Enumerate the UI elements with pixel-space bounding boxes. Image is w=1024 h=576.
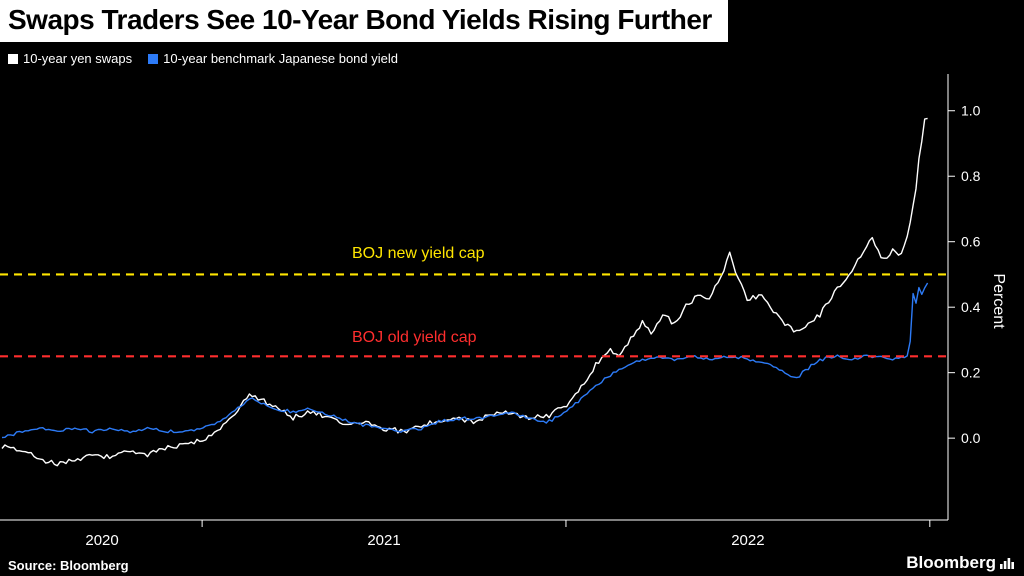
y-tick-label: 0.4 — [961, 299, 981, 315]
bloomberg-logo-icon — [1000, 558, 1014, 569]
jgb-legend-swatch — [148, 53, 159, 64]
legend: 10-year yen swaps 10-year benchmark Japa… — [8, 51, 398, 66]
y-axis-title: Percent — [990, 273, 1007, 329]
swaps-legend-label: 10-year yen swaps — [23, 51, 133, 66]
x-tick-label: 2022 — [731, 532, 764, 549]
y-tick-label: 0.6 — [961, 234, 981, 250]
y-tick-label: 1.0 — [961, 103, 981, 119]
boj-new-yield-cap-label: BOJ new yield cap — [352, 245, 485, 262]
source-credit: Source: Bloomberg — [8, 558, 129, 573]
legend-item-jgb: 10-year benchmark Japanese bond yield — [148, 51, 398, 66]
y-tick-label: 0.8 — [961, 168, 981, 184]
bloomberg-logo-text: Bloomberg — [906, 553, 996, 572]
jgb-legend-label: 10-year benchmark Japanese bond yield — [163, 51, 398, 66]
y-tick-label: 0.2 — [961, 365, 981, 381]
bloomberg-logo: Bloomberg — [906, 553, 1014, 573]
boj-old-yield-cap-label: BOJ old yield cap — [352, 329, 477, 346]
series-line-1 — [1, 282, 929, 439]
swaps-legend-swatch — [8, 53, 18, 64]
x-tick-label: 2021 — [367, 532, 400, 549]
page-title: Swaps Traders See 10-Year Bond Yields Ri… — [0, 0, 728, 42]
legend-item-swaps: 10-year yen swaps — [8, 51, 132, 66]
series-line-0 — [1, 117, 928, 467]
y-tick-label: 0.0 — [961, 430, 981, 446]
x-tick-label: 2020 — [85, 532, 118, 549]
